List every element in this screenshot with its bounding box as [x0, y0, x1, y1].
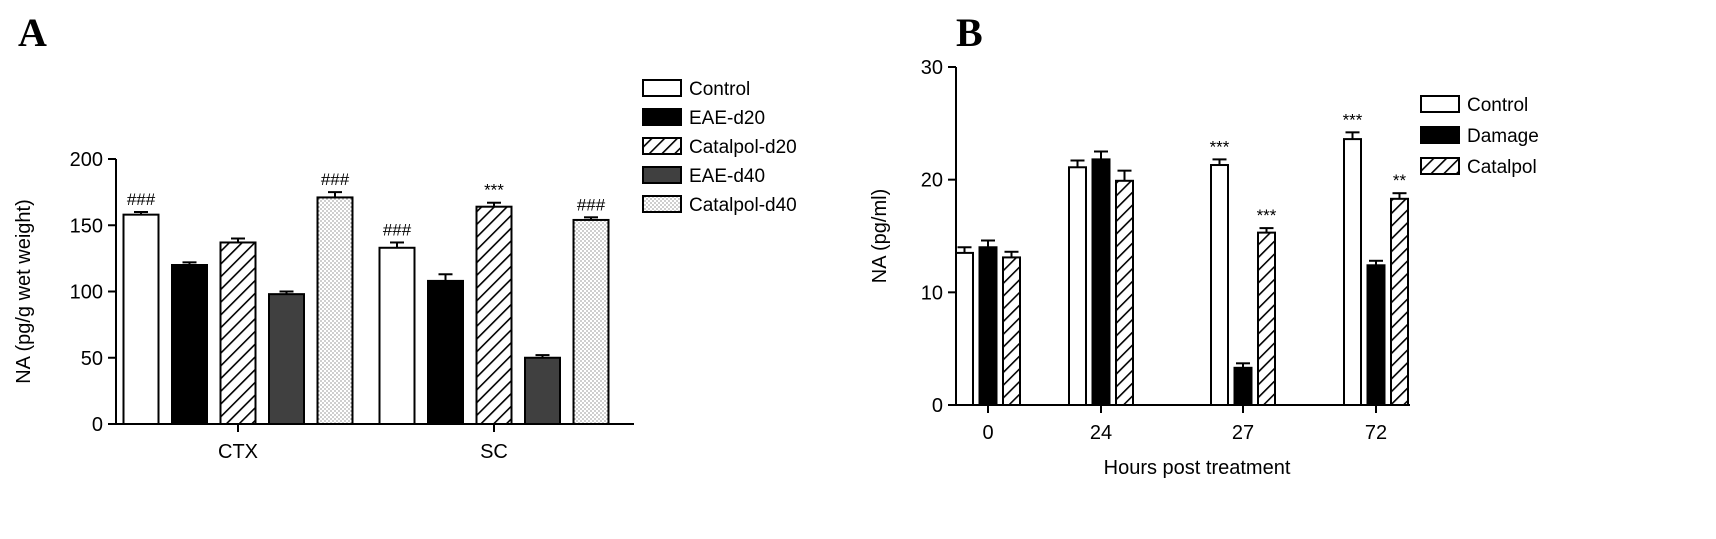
x-tick-label: 72 [1365, 422, 1387, 444]
bar [1366, 264, 1386, 406]
legend-label: Catalpol-d40 [689, 195, 797, 216]
bar [1343, 138, 1362, 407]
bar [978, 246, 998, 406]
x-tick-label: SC [480, 441, 508, 463]
bar [122, 213, 160, 425]
y-tick-label: 200 [70, 149, 103, 171]
legend-label: Catalpol [1467, 157, 1537, 178]
bar [1002, 256, 1021, 407]
legend-swatch [642, 108, 682, 126]
significance-label: *** [1257, 206, 1277, 225]
bar [1390, 197, 1409, 406]
bar [219, 241, 257, 425]
bar [427, 279, 464, 425]
legend-swatch [1420, 126, 1460, 144]
y-tick-label: 150 [70, 215, 103, 237]
bar [572, 218, 610, 425]
y-axis-title: NA (pg/ml) [869, 189, 891, 283]
significance-label: ** [1393, 171, 1407, 190]
legend-swatch [642, 195, 682, 213]
bar [1233, 366, 1253, 407]
y-tick-label: 50 [81, 348, 103, 370]
x-axis-title: Hours post treatment [1104, 457, 1291, 479]
significance-label: ### [127, 190, 156, 209]
y-tick-label: 30 [921, 57, 943, 79]
bar [171, 264, 208, 425]
bar [268, 293, 305, 425]
bar [316, 196, 354, 425]
x-tick-label: CTX [218, 441, 258, 463]
panel-letter-b: B [956, 10, 983, 55]
legend-label: Control [1467, 95, 1528, 116]
significance-label: *** [1343, 110, 1363, 129]
y-tick-label: 0 [92, 414, 103, 436]
bar [955, 251, 974, 406]
bar [475, 205, 513, 425]
significance-label: *** [484, 181, 504, 200]
bar [378, 246, 416, 425]
x-tick-label: 0 [982, 422, 993, 444]
significance-label: ### [577, 195, 606, 214]
legend-swatch [642, 79, 682, 97]
bar [1257, 231, 1276, 406]
significance-label: *** [1210, 137, 1230, 156]
bar [1115, 179, 1134, 406]
legend-label: Catalpol-d20 [689, 137, 797, 158]
significance-label: ### [383, 220, 412, 239]
y-tick-label: 20 [921, 170, 943, 192]
bar [1068, 166, 1087, 406]
chart-b: 0 10 20 30 NA (pg/ml) Hours post treatment 0 24… [869, 57, 1539, 479]
panel-letter-a: A [18, 10, 47, 55]
bar [1210, 164, 1229, 406]
significance-label: ### [321, 170, 350, 189]
y-tick-label: 10 [921, 282, 943, 304]
legend-swatch [642, 137, 682, 155]
legend-swatch [1420, 157, 1460, 175]
y-tick-label: 100 [70, 282, 103, 304]
legend-label: Control [689, 79, 750, 100]
y-tick-label: 0 [932, 395, 943, 417]
legend-swatch [1420, 95, 1460, 113]
chart-a: 0 50 100 150 200 NA (pg/g wet weight) CTX ### ##… [13, 79, 797, 463]
legend-label: EAE-d40 [689, 166, 765, 187]
x-tick-label: 24 [1090, 422, 1112, 444]
x-tick-label: 27 [1232, 422, 1254, 444]
legend-swatch [642, 166, 682, 184]
bar [1091, 158, 1111, 406]
y-axis-title: NA (pg/g wet weight) [13, 199, 35, 384]
legend-label: EAE-d20 [689, 108, 765, 129]
bar [524, 356, 561, 425]
legend-label: Damage [1467, 126, 1539, 147]
